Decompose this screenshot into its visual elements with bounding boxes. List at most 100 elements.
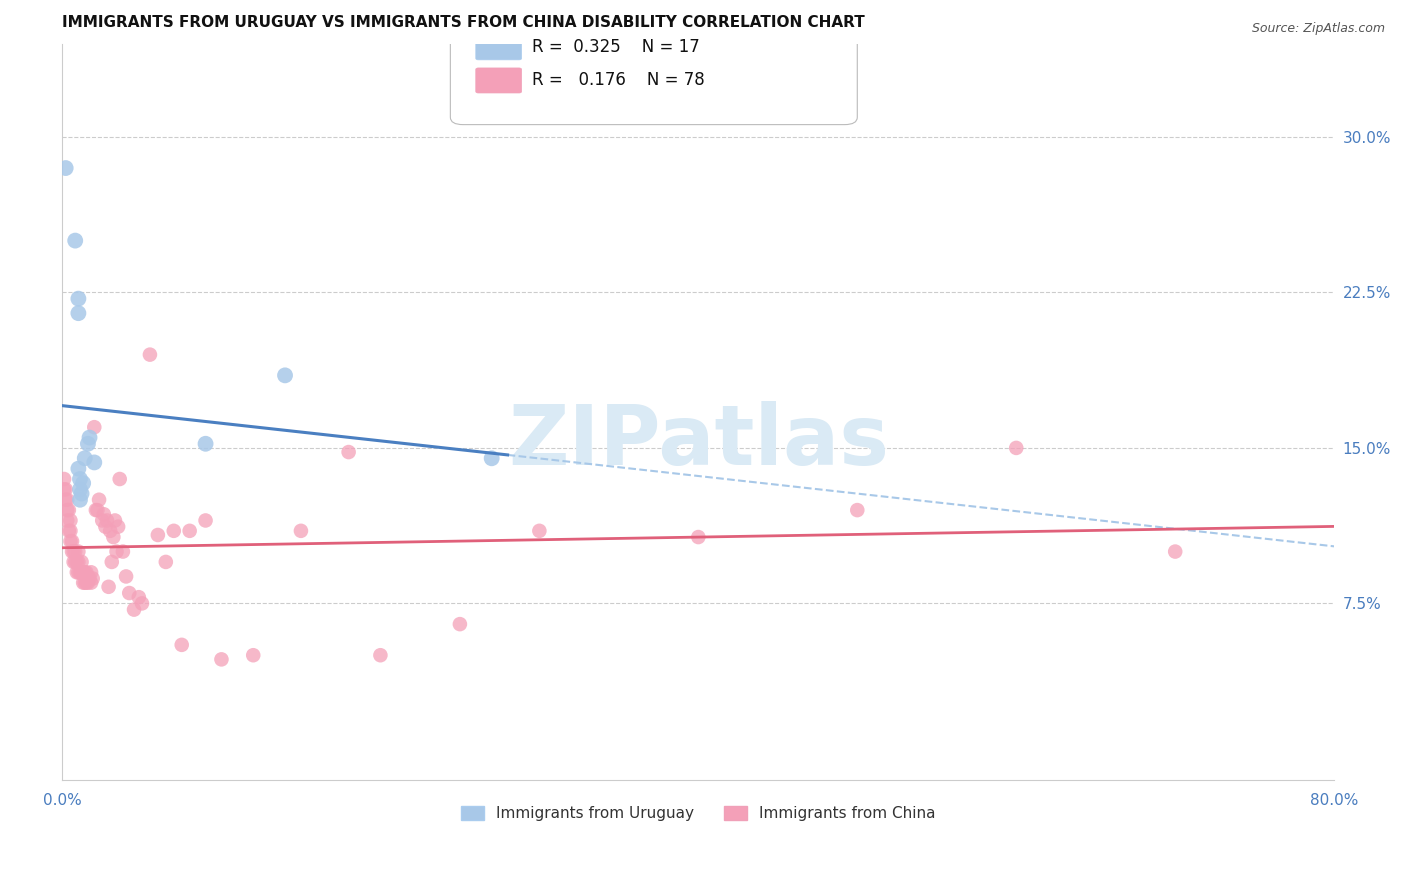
Point bbox=[75, 566, 97, 580]
Point bbox=[128, 590, 150, 604]
Point bbox=[93, 508, 115, 522]
Point bbox=[69, 492, 91, 507]
FancyBboxPatch shape bbox=[475, 35, 522, 60]
Point bbox=[97, 580, 120, 594]
Point bbox=[80, 566, 103, 580]
Point bbox=[91, 513, 114, 527]
Point bbox=[63, 234, 86, 248]
Point bbox=[370, 648, 392, 663]
Point bbox=[211, 652, 233, 666]
Text: IMMIGRANTS FROM URUGUAY VS IMMIGRANTS FROM CHINA DISABILITY CORRELATION CHART: IMMIGRANTS FROM URUGUAY VS IMMIGRANTS FR… bbox=[62, 15, 865, 30]
Point bbox=[70, 486, 93, 500]
Point bbox=[67, 306, 90, 320]
Text: ZIPatlas: ZIPatlas bbox=[508, 401, 889, 482]
Point bbox=[155, 555, 177, 569]
Point bbox=[56, 503, 79, 517]
Point bbox=[62, 544, 84, 558]
Point bbox=[66, 555, 89, 569]
Point bbox=[529, 524, 551, 538]
Point bbox=[73, 451, 96, 466]
Point bbox=[79, 431, 101, 445]
Point bbox=[70, 566, 93, 580]
Point bbox=[55, 483, 77, 497]
Point bbox=[70, 555, 93, 569]
Point bbox=[111, 544, 134, 558]
Text: R =  0.325    N = 17: R = 0.325 N = 17 bbox=[531, 38, 700, 56]
Point bbox=[69, 483, 91, 497]
Point bbox=[179, 524, 201, 538]
Point bbox=[98, 524, 121, 538]
Point bbox=[67, 292, 90, 306]
Point bbox=[77, 569, 100, 583]
Point bbox=[56, 513, 79, 527]
Point bbox=[83, 455, 105, 469]
Point bbox=[63, 544, 86, 558]
Point bbox=[72, 575, 94, 590]
Point bbox=[69, 472, 91, 486]
Point bbox=[163, 524, 186, 538]
Point bbox=[73, 575, 96, 590]
Legend: Immigrants from Uruguay, Immigrants from China: Immigrants from Uruguay, Immigrants from… bbox=[454, 800, 942, 827]
Point bbox=[79, 572, 101, 586]
Point bbox=[131, 596, 153, 610]
FancyBboxPatch shape bbox=[475, 68, 522, 93]
Point bbox=[242, 648, 264, 663]
Point bbox=[194, 513, 217, 527]
Point bbox=[60, 544, 83, 558]
Point bbox=[56, 492, 79, 507]
Point bbox=[67, 555, 90, 569]
Point bbox=[53, 483, 76, 497]
Point bbox=[1005, 441, 1028, 455]
Point bbox=[846, 503, 869, 517]
Point bbox=[77, 575, 100, 590]
Point bbox=[139, 348, 162, 362]
Point bbox=[115, 569, 138, 583]
Point bbox=[337, 445, 360, 459]
Text: R =   0.176    N = 78: R = 0.176 N = 78 bbox=[531, 71, 704, 89]
Point bbox=[67, 544, 90, 558]
Point bbox=[103, 530, 125, 544]
Point bbox=[82, 572, 104, 586]
Point bbox=[60, 534, 83, 549]
Point bbox=[87, 492, 110, 507]
Point bbox=[274, 368, 297, 383]
Point bbox=[83, 420, 105, 434]
Point bbox=[84, 503, 107, 517]
Point bbox=[72, 566, 94, 580]
Point bbox=[59, 524, 82, 538]
Point bbox=[688, 530, 710, 544]
Point bbox=[62, 555, 84, 569]
Point bbox=[449, 617, 471, 632]
Point bbox=[481, 451, 503, 466]
Point bbox=[55, 161, 77, 175]
Point bbox=[170, 638, 193, 652]
Point bbox=[77, 436, 100, 450]
Point bbox=[59, 513, 82, 527]
Point bbox=[118, 586, 141, 600]
Point bbox=[104, 513, 127, 527]
Point bbox=[80, 575, 103, 590]
Point bbox=[122, 602, 145, 616]
Point bbox=[67, 566, 90, 580]
Point bbox=[58, 503, 80, 517]
Point bbox=[94, 519, 117, 533]
FancyBboxPatch shape bbox=[450, 25, 858, 125]
Point bbox=[53, 472, 76, 486]
Point bbox=[146, 528, 169, 542]
Point bbox=[96, 513, 118, 527]
Point bbox=[58, 524, 80, 538]
Point bbox=[69, 566, 91, 580]
Point bbox=[63, 555, 86, 569]
Point bbox=[72, 476, 94, 491]
Point bbox=[290, 524, 312, 538]
Point bbox=[67, 461, 90, 475]
Point bbox=[100, 555, 122, 569]
Point bbox=[55, 492, 77, 507]
Point bbox=[73, 566, 96, 580]
Point bbox=[75, 575, 97, 590]
Text: Source: ZipAtlas.com: Source: ZipAtlas.com bbox=[1251, 22, 1385, 36]
Point bbox=[105, 544, 128, 558]
Point bbox=[86, 503, 108, 517]
Point bbox=[194, 436, 217, 450]
Point bbox=[66, 566, 89, 580]
